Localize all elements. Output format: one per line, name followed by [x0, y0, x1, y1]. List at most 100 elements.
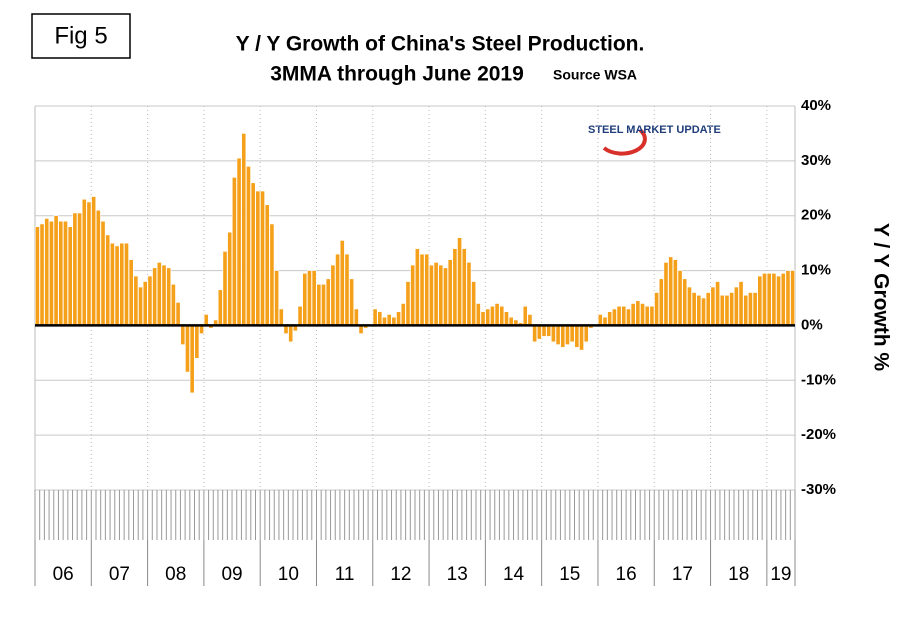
bar [438, 264, 444, 326]
x-tick-label: 10 [278, 564, 299, 585]
y-tick-label: 20% [801, 207, 831, 224]
bar [527, 314, 533, 326]
bar [729, 292, 735, 326]
bar [166, 267, 172, 326]
x-tick-label: 16 [616, 564, 637, 585]
bar [236, 157, 242, 326]
bar [696, 294, 702, 326]
bar [203, 314, 209, 326]
bar [269, 223, 275, 326]
x-tick-label: 19 [770, 564, 791, 585]
bar [100, 220, 106, 326]
y-tick-label: -20% [801, 426, 836, 443]
bar [86, 201, 92, 326]
bar [626, 308, 631, 326]
figure-label: Fig 5 [54, 22, 107, 49]
bar [424, 253, 430, 326]
bar [452, 248, 458, 326]
bar [724, 294, 730, 326]
bar [288, 325, 294, 343]
bar [255, 190, 261, 326]
bar [58, 220, 64, 326]
bar [579, 325, 584, 351]
bar [715, 281, 721, 326]
bar [701, 297, 706, 326]
bar [485, 308, 491, 326]
bar [536, 325, 542, 340]
x-tick-label: 12 [390, 564, 411, 585]
bar [297, 305, 303, 326]
bar [457, 237, 462, 326]
y-tick-label: 10% [801, 262, 831, 279]
bar [302, 273, 308, 326]
bar [790, 270, 796, 326]
bar [241, 133, 247, 326]
bar [311, 270, 317, 326]
bar [161, 264, 167, 326]
y-tick-label: 0% [801, 316, 823, 333]
bar [719, 294, 725, 326]
bar [194, 325, 200, 359]
x-tick-label: 18 [728, 564, 749, 585]
bar [621, 305, 627, 326]
bar [260, 190, 265, 326]
bar [335, 253, 341, 326]
bar [377, 311, 383, 326]
bar [105, 234, 111, 326]
bar [663, 262, 669, 326]
bar [91, 196, 97, 326]
bar [49, 220, 54, 326]
bar [541, 325, 547, 337]
bar [344, 253, 350, 326]
bar [480, 311, 486, 326]
bar [217, 289, 223, 326]
bar [433, 262, 439, 326]
bar [278, 308, 284, 326]
bar [53, 215, 59, 326]
bar [405, 281, 411, 326]
bar [353, 308, 359, 326]
bar [349, 278, 355, 326]
bar [640, 303, 645, 326]
bar [771, 273, 777, 326]
bar [330, 264, 336, 326]
bar [81, 198, 87, 326]
bar [644, 305, 650, 326]
bar [67, 226, 73, 326]
bar [733, 286, 739, 326]
bar [95, 209, 101, 326]
source: Source WSA [553, 67, 637, 83]
bar [147, 275, 153, 326]
bar [757, 275, 763, 326]
bar [668, 256, 674, 326]
y-axis-label: Y / Y Growth % [869, 223, 892, 372]
bar [222, 251, 228, 326]
bar [372, 308, 378, 326]
bar [583, 325, 589, 343]
bar [72, 212, 78, 326]
bar [766, 273, 772, 326]
bar [710, 286, 716, 326]
x-tick-label: 07 [109, 564, 130, 585]
bar [522, 305, 528, 326]
x-tick-label: 14 [503, 564, 525, 585]
bar [630, 303, 636, 326]
bar [471, 281, 477, 326]
bar [785, 270, 791, 326]
bar [574, 325, 580, 348]
bar [654, 292, 660, 326]
bar [607, 311, 613, 326]
bar [560, 325, 566, 348]
bar [386, 314, 392, 326]
bar [180, 325, 186, 345]
bar [246, 166, 251, 326]
bar [128, 259, 134, 326]
bar [138, 286, 143, 326]
bar [489, 305, 495, 326]
bar [264, 204, 270, 326]
bar [124, 242, 129, 326]
bar [339, 240, 345, 326]
bar [504, 311, 509, 326]
bar [532, 325, 538, 343]
bar [752, 292, 758, 326]
